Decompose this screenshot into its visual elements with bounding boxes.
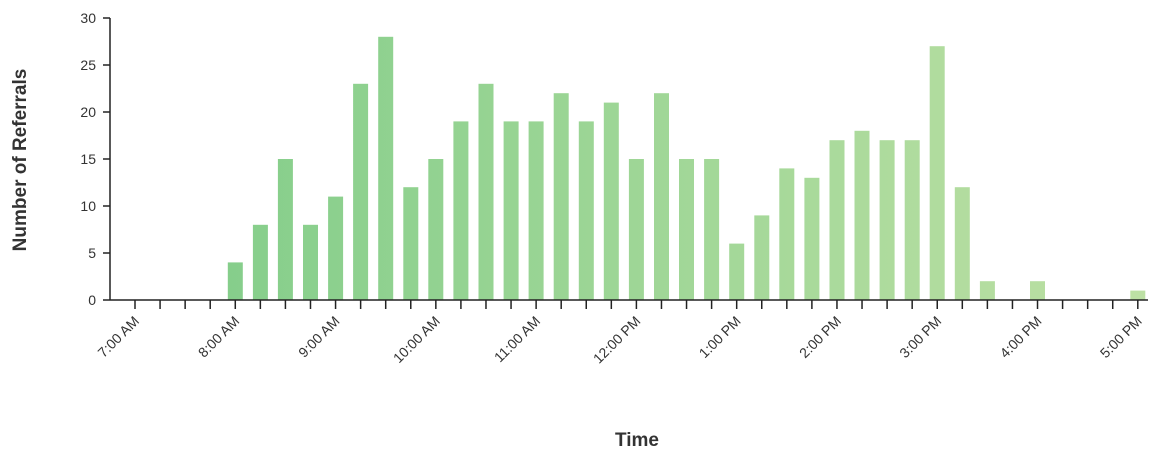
bar [628, 159, 644, 300]
x-axis-title: Time [615, 430, 659, 451]
bar [353, 83, 369, 300]
bar [503, 121, 519, 301]
bar [729, 243, 745, 300]
bar [779, 168, 795, 300]
bar [804, 177, 820, 300]
bar [478, 83, 494, 300]
bar [954, 187, 970, 300]
y-tick-label: 10 [80, 198, 96, 214]
bar [704, 159, 720, 300]
bar [453, 121, 469, 301]
y-tick-label: 25 [80, 57, 96, 73]
bar [578, 121, 594, 301]
x-tick-label: 10:00 AM [390, 313, 443, 366]
bar [679, 159, 694, 300]
x-tick-label: 3:00 PM [896, 313, 944, 361]
y-tick-label: 30 [80, 10, 96, 26]
bar [553, 93, 569, 300]
y-axis-title: Number of Referrals [10, 69, 31, 252]
x-tick-label: 9:00 AM [295, 313, 343, 361]
x-tick-label: 8:00 AM [195, 313, 243, 361]
bars [227, 36, 1146, 301]
bar [979, 281, 995, 300]
bar [252, 224, 268, 300]
y-tick-label: 15 [80, 151, 96, 167]
y-tick-label: 5 [88, 245, 96, 261]
bar [1130, 290, 1146, 300]
bar [829, 140, 845, 300]
bar [854, 130, 870, 300]
bar [754, 215, 770, 300]
y-tick-label: 0 [88, 292, 96, 308]
bar [328, 196, 344, 300]
x-tick-label: 4:00 PM [996, 313, 1044, 361]
x-tick-label: 1:00 PM [696, 313, 744, 361]
bar [654, 93, 669, 300]
x-tick-label: 2:00 PM [796, 313, 844, 361]
bar [904, 140, 920, 300]
bar [929, 46, 945, 301]
bar [1030, 281, 1045, 300]
x-tick-label: 11:00 AM [491, 313, 543, 365]
bar [378, 36, 394, 301]
x-tick-label: 7:00 AM [94, 313, 142, 361]
y-tick-label: 20 [80, 104, 96, 120]
bar [403, 187, 419, 300]
x-tick-label: 12:00 PM [590, 313, 644, 367]
bar [303, 224, 318, 300]
bar [277, 159, 293, 300]
bar [879, 140, 895, 300]
bar [603, 102, 619, 300]
x-tick-label: 5:00 PM [1097, 313, 1145, 361]
y-axis: 0 5 10 15 20 25 30 [80, 10, 111, 308]
x-axis: 7:00 AM 8:00 AM 9:00 AM 10:00 AM 11:00 AM 12:… [94, 299, 1148, 367]
bar [528, 121, 544, 301]
bar [428, 159, 444, 300]
bar [227, 262, 243, 300]
